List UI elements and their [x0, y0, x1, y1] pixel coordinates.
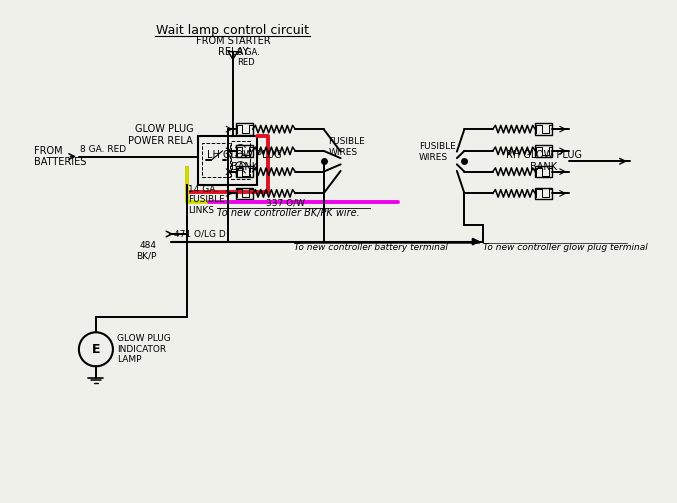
Text: To new controller glow plug terminal: To new controller glow plug terminal — [483, 243, 648, 253]
Text: FROM STARTER
RELAY: FROM STARTER RELAY — [196, 36, 270, 57]
Bar — [236, 123, 253, 135]
Bar — [536, 166, 552, 178]
Text: Wait lamp control circuit: Wait lamp control circuit — [156, 24, 309, 37]
Bar — [202, 143, 230, 178]
Text: RH GLOW PLUG
BANK: RH GLOW PLUG BANK — [506, 150, 582, 172]
Bar — [536, 145, 552, 156]
Text: 14 GA.
FUSIBLE
LINKS: 14 GA. FUSIBLE LINKS — [188, 185, 225, 215]
Text: 484
BK/P: 484 BK/P — [136, 241, 156, 261]
Bar — [198, 136, 257, 185]
Bar — [236, 188, 253, 199]
Text: FUSIBLE
WIRES: FUSIBLE WIRES — [419, 142, 456, 161]
Bar — [231, 141, 250, 179]
Text: 8 GA.
RED: 8 GA. RED — [237, 48, 259, 67]
Text: E: E — [91, 343, 100, 356]
Bar — [536, 188, 552, 199]
Text: 337 O/W: 337 O/W — [266, 198, 305, 207]
Text: GLOW PLUG
INDICATOR
LAMP: GLOW PLUG INDICATOR LAMP — [116, 334, 171, 364]
Text: FUSIBLE
WIRES: FUSIBLE WIRES — [328, 137, 365, 157]
Text: 8 GA. RED: 8 GA. RED — [80, 145, 126, 154]
Text: To new controller battery terminal: To new controller battery terminal — [294, 243, 448, 253]
Bar — [236, 145, 253, 156]
Text: GLOW PLUG
POWER RELA: GLOW PLUG POWER RELA — [129, 124, 193, 146]
Text: To new controller BK/PK wire.: To new controller BK/PK wire. — [217, 208, 359, 218]
Text: FROM
BATTERIES: FROM BATTERIES — [35, 146, 87, 167]
Bar — [536, 123, 552, 135]
Bar — [236, 166, 253, 178]
Text: LH GLOW PLUG
BANK: LH GLOW PLUG BANK — [207, 150, 282, 172]
Text: 471 O/LG D: 471 O/LG D — [174, 230, 226, 239]
